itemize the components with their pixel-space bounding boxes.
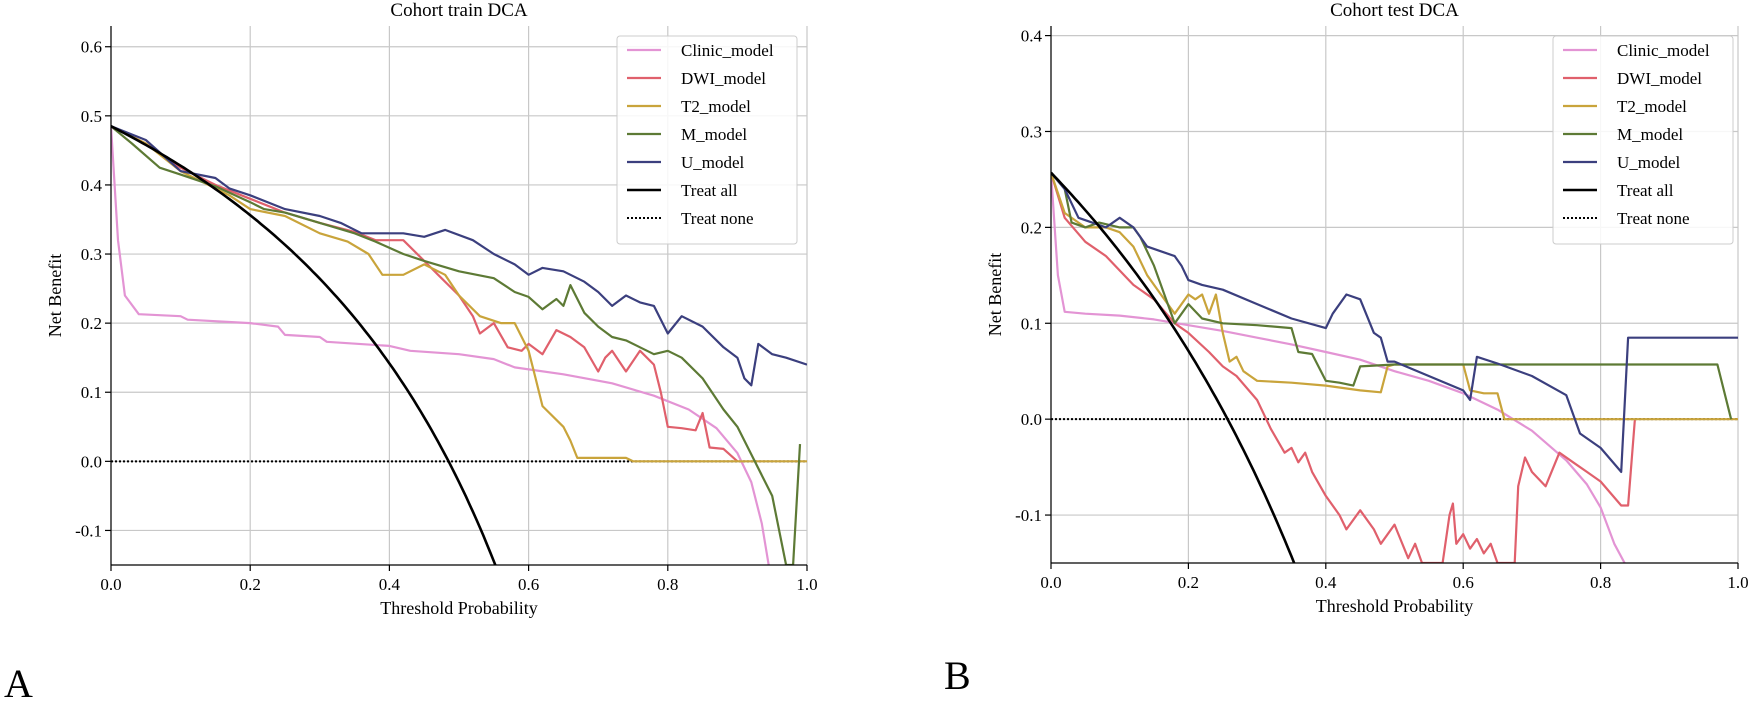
legend: Clinic_model DWI_model T2_model M_model U_mo… bbox=[616, 35, 798, 245]
legend-label: Clinic_model bbox=[681, 41, 774, 60]
y-tick-label: 0.2 bbox=[81, 314, 102, 333]
y-tick-label: 0.3 bbox=[81, 245, 102, 264]
y-axis-label: Net Benefit bbox=[45, 254, 65, 337]
x-axis-label: Threshold Probability bbox=[380, 598, 537, 618]
legend-label: DWI_model bbox=[681, 69, 766, 88]
x-tick-label: 0.8 bbox=[657, 575, 678, 594]
y-tick-label: 0.5 bbox=[81, 107, 102, 126]
legend-label: Treat all bbox=[681, 181, 738, 200]
series-t2-model bbox=[111, 125, 807, 463]
y-axis-label: Net Benefit bbox=[985, 253, 1005, 336]
legend-label: U_model bbox=[681, 153, 745, 172]
chart-2: 0.0 0.2 0.4 0.6 0.8 1.0 -0.1 0.0 0.1 0.2 0.3 0.4 Coh… bbox=[985, 0, 1749, 616]
y-tick-label: 0.1 bbox=[1021, 314, 1042, 333]
series-clinic-model bbox=[111, 126, 770, 565]
x-tick-label: 1.0 bbox=[796, 575, 817, 594]
legend-label: Treat none bbox=[1617, 209, 1690, 228]
legend-label: Clinic_model bbox=[1617, 41, 1710, 60]
series-clinic-model bbox=[1051, 172, 1626, 563]
x-tick-label: 0.6 bbox=[518, 575, 539, 594]
treat-all-line bbox=[1051, 171, 1296, 563]
x-tick-label: 1.0 bbox=[1727, 573, 1748, 592]
legend-label: Treat all bbox=[1617, 181, 1674, 200]
y-tick-label: 0.4 bbox=[81, 176, 103, 195]
series-u-model bbox=[111, 125, 807, 387]
x-tick-label: 0.2 bbox=[1178, 573, 1199, 592]
legend-label: M_model bbox=[1617, 125, 1683, 144]
plot-area bbox=[111, 125, 807, 565]
series-u-model bbox=[1051, 171, 1738, 473]
x-tick-label: 0.8 bbox=[1590, 573, 1611, 592]
plot-area bbox=[1051, 171, 1738, 563]
x-tick-label: 0.0 bbox=[1040, 573, 1061, 592]
legend-box bbox=[1552, 35, 1734, 245]
x-tick-label: 0.6 bbox=[1453, 573, 1474, 592]
y-tick-label: -0.1 bbox=[1015, 506, 1042, 525]
legend-label: T2_model bbox=[681, 97, 751, 116]
x-tick-label: 0.4 bbox=[379, 575, 401, 594]
y-tick-label: 0.2 bbox=[1021, 218, 1042, 237]
legend-box bbox=[616, 35, 798, 245]
legend-label: U_model bbox=[1617, 153, 1681, 172]
x-tick-label: 0.0 bbox=[100, 575, 121, 594]
chart-1: 0.0 0.2 0.4 0.6 0.8 1.0 -0.1 0.0 0.1 0.2 0.3 0.4 0.5… bbox=[45, 0, 818, 618]
y-tick-label: 0.0 bbox=[81, 452, 102, 471]
x-tick-label: 0.2 bbox=[240, 575, 261, 594]
y-tick-label: 0.1 bbox=[81, 383, 102, 402]
legend-label: Treat none bbox=[681, 209, 754, 228]
treat-all-line bbox=[111, 125, 497, 565]
series-dwi-model bbox=[1051, 172, 1636, 563]
legend-label: DWI_model bbox=[1617, 69, 1702, 88]
chart-title: Cohort train DCA bbox=[390, 0, 527, 21]
chart-title: Cohort test DCA bbox=[1330, 0, 1459, 21]
legend: Clinic_model DWI_model T2_model M_model U_mo… bbox=[1552, 35, 1734, 245]
x-tick-label: 0.4 bbox=[1315, 573, 1337, 592]
series-m-model bbox=[111, 125, 802, 565]
y-tick-label: 0.6 bbox=[81, 38, 102, 57]
y-tick-label: 0.4 bbox=[1021, 27, 1043, 46]
panel-label-b: B bbox=[944, 653, 971, 698]
y-tick-label: 0.3 bbox=[1021, 122, 1042, 141]
legend-label: T2_model bbox=[1617, 97, 1687, 116]
x-axis-label: Threshold Probability bbox=[1316, 596, 1473, 616]
legend-label: M_model bbox=[681, 125, 747, 144]
y-tick-label: -0.1 bbox=[75, 521, 102, 540]
y-tick-label: 0.0 bbox=[1021, 410, 1042, 429]
panel-label-a: A bbox=[4, 661, 33, 706]
